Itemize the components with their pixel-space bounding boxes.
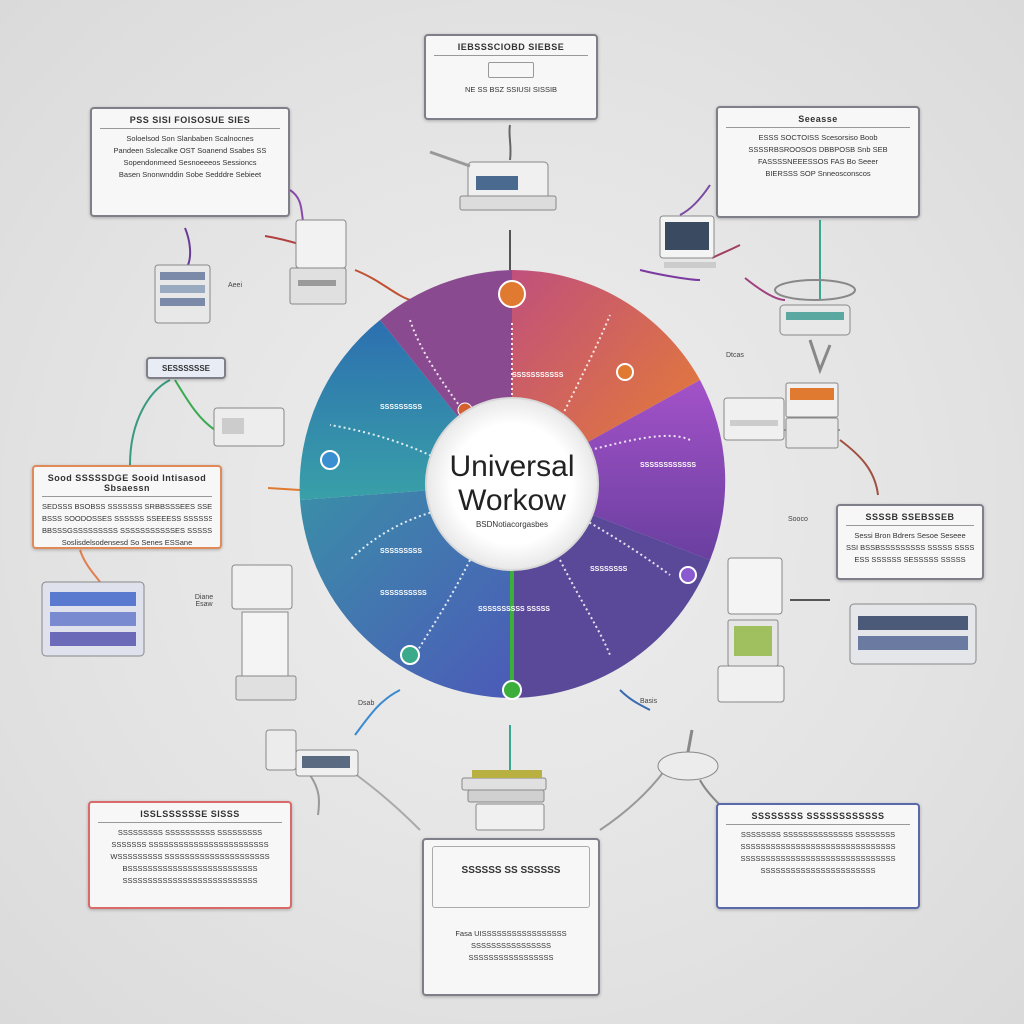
spoke-label: SSSSSSSSS: [380, 404, 423, 411]
storage-unit-icon: [717, 619, 785, 703]
card-title: SSSSSSSS SSSSSSSSSSSS: [726, 811, 910, 825]
connector-tag: Aeei: [228, 282, 243, 289]
card-line: SSSSSSSSSSSSSSSSS: [468, 953, 554, 962]
info-card-left: Sood SSSSSDGE Sooid Intisasod Sbsaessn S…: [32, 465, 222, 549]
card-title: SSSSB SSEBSSEB: [846, 512, 974, 526]
card-line: SSSSRBSROOSOS DBBPOSB Snb SEB: [748, 145, 888, 154]
wheel-nodes: [320, 280, 697, 700]
connector-tag: Diane Esaw: [194, 594, 214, 608]
card-line: NE SS BSZ SSIUSI SISSIB: [464, 85, 558, 94]
card-title: PSS SISI FOISOSUE SIES: [100, 115, 280, 129]
computer-tower-icon: [289, 219, 347, 305]
node-icon: [498, 280, 526, 308]
info-card-right: SSSSB SSEBSSEB Sessi Bron Bdrers Sesoe S…: [836, 504, 984, 580]
spoke-label: SSSSSSSS: [590, 566, 628, 573]
printer-icon: [429, 150, 557, 211]
connector-tag: Basis: [640, 698, 658, 705]
printer-small-icon: [265, 729, 359, 777]
connector-tag: Sooco: [788, 516, 808, 523]
node-icon: [502, 680, 522, 700]
info-card-bottom: SSSSSS SS SSSSSS Fasa UISSSSSSSSSSSSSSSS…: [422, 838, 600, 996]
info-card-top: IEBSSSCIOBD SIEBSE NE SS BSZ SSIUSI SISS…: [424, 34, 598, 120]
server-icon: [154, 264, 211, 324]
card-line: Sopendonmeed Sesnoeeeos Sessioncs: [123, 158, 257, 167]
info-chip-left: SESSSSSSE: [146, 357, 226, 379]
card-line: SSSSSSSSSSSSSSSSSSSSSSSSSSS: [122, 876, 258, 885]
card-line: ESS SSSSSS SESSSSS SSSSS: [854, 555, 966, 564]
card-inner-panel: SSSSSS SS SSSSSS: [432, 846, 590, 908]
fax-machine-icon: [213, 407, 285, 447]
card-title: Sood SSSSSDGE Sooid Intisasod Sbsaessn: [42, 473, 212, 497]
spoke-label: SSSSSSSSSSSS: [640, 462, 697, 469]
node-icon: [679, 566, 697, 584]
info-card-top-left: PSS SISI FOISOSUE SIES Soloelsod Son Sla…: [90, 107, 290, 217]
scanner-icon: [774, 279, 856, 375]
card-title: Seeasse: [726, 114, 910, 128]
info-card-top-right: Seeasse ESSS SOCTOISS Scesorsiso Boob SS…: [716, 106, 920, 218]
card-line: SSSSSSS SSSSSSSSSSSSSSSSSSSSSSSS: [111, 840, 269, 849]
card-title: ISSLSSSSSSE SISSS: [98, 809, 282, 823]
card-line: FASSSSNEEESSOS FAS Bo Seeer: [757, 157, 879, 166]
card-line: Fasa UISSSSSSSSSSSSSSSSS: [455, 929, 567, 938]
info-card-bottom-right: SSSSSSSS SSSSSSSSSSSS SSSSSSSS SSSSSSSSS…: [716, 803, 920, 909]
card-line: SSSSSSSSS SSSSSSSSSS SSSSSSSSS: [117, 828, 263, 837]
connector-tag: Dsab: [358, 700, 375, 707]
card-line: ESSS SOCTOISS Scesorsiso Boob: [758, 133, 878, 142]
card-line: Soslisdelsodensesd So Senes ESSane: [61, 538, 193, 547]
card-line: Soloelsod Son Slanbaben Scalnocnes: [126, 134, 254, 143]
hub-title-line2: Workow: [458, 484, 566, 517]
card-line: WSSSSSSSSS SSSSSSSSSSSSSSSSSSSSS: [110, 852, 270, 861]
card-line: SEDSSS BSOBSS SSSSSSS SRBBSSSEES SSESSS: [42, 502, 212, 511]
card-line: BSSS SOODOSSES SSSSSS SSEEESS SSSSSS: [42, 514, 212, 523]
monitor-icon: [659, 215, 716, 268]
card-line: SSSSSSSSSSSSSSSSSSSSSSSSSSSSSSS: [740, 842, 896, 851]
card-line: Sessi Bron Bdrers Sesoe Seseee: [854, 531, 966, 540]
copier-icon: [723, 397, 785, 441]
wheel-segment-purple: [512, 380, 726, 560]
connector-tag: Dtcas: [726, 352, 744, 359]
card-line: BSSSSSSSSSSSSSSSSSSSSSSSSSS: [122, 864, 258, 873]
node-icon: [320, 450, 340, 470]
info-card-bottom-left: ISSLSSSSSSE SISSS SSSSSSSSS SSSSSSSSSS S…: [88, 801, 292, 909]
laptop-icon: [785, 382, 839, 449]
hub-title: Universal Workow: [442, 450, 582, 518]
node-icon: [616, 363, 634, 381]
card-image: [488, 62, 534, 78]
card-line: SSSSSSSSSSSSSSSSSSSSSSSSSSSSSSS: [740, 854, 896, 863]
network-appliance-icon: [849, 603, 977, 665]
card-line: Basen Snonwnddin Sobe Sedddre Sebieet: [118, 170, 262, 179]
card-title: IEBSSSCIOBD SIEBSE: [434, 42, 588, 56]
hub-title-line1: Universal: [449, 450, 575, 483]
chip-label: SESSSSSSE: [161, 364, 211, 373]
card-line: SSSSSSSS SSSSSSSSSSSSSS SSSSSSSS: [740, 830, 896, 839]
card-title: SSSSSS SS SSSSSS: [461, 865, 561, 876]
spoke-label: SSSSSSSSSS: [380, 590, 427, 597]
card-line: BBSSSGSSSSSSSSS SSSSSSSSSSSES SSSSS: [42, 526, 212, 535]
card-line: SSI BSSBSSSSSSSSS SSSSS SSSS: [846, 543, 974, 552]
rack-server-icon: [41, 581, 145, 657]
spoke-label: SSSSSSSSSS SSSSS: [478, 606, 550, 613]
hub-circle: [425, 397, 599, 571]
card-line: SSSSSSSSSSSSSSSSSSSSSSS: [760, 866, 876, 875]
document-stack-icon: [461, 770, 547, 831]
hub-subtitle: BSDNotiacorgasbes: [475, 520, 549, 529]
node-icon: [400, 645, 420, 665]
tablet-icon: [727, 557, 783, 615]
device-icons: [41, 150, 977, 831]
filing-cabinet-icon: [231, 564, 297, 701]
card-line: Pandeen Sslecalke OST Soanend Ssabes SS: [113, 146, 267, 155]
spoke-label: SSSSSSSSSSS: [512, 372, 564, 379]
card-line: BIERSSS SOP Snneosconscos: [765, 169, 871, 178]
spoke-label: SSSSSSSSS: [380, 548, 423, 555]
card-line: SSSSSSSSSSSSSSSS: [470, 941, 552, 950]
satellite-dish-icon: [657, 729, 719, 781]
